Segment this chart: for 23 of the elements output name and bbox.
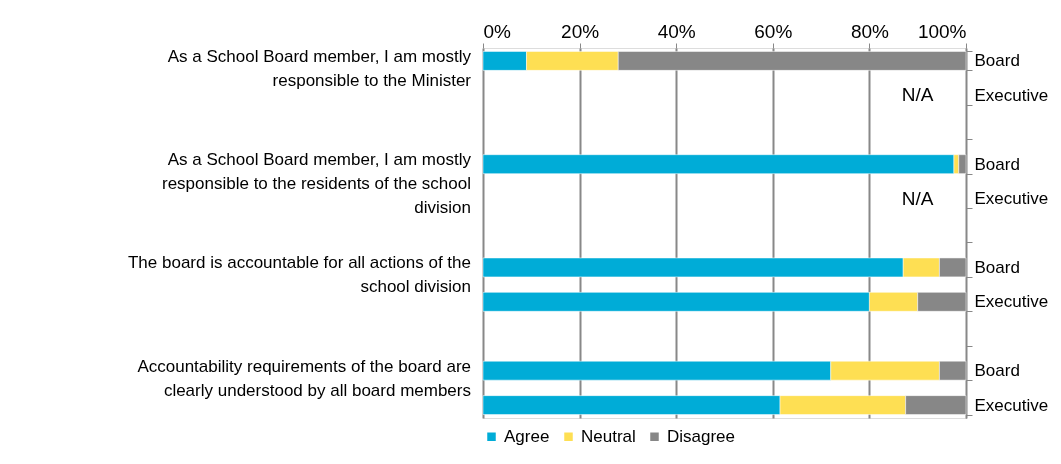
y-tick-label: Board: [974, 154, 1020, 174]
legend-label: Agree: [504, 426, 550, 446]
y-tick-label: Board: [974, 361, 1020, 381]
x-tick-label: 80%: [850, 20, 890, 42]
x-tick-label: 0%: [483, 20, 512, 42]
legend-label: Disagree: [667, 426, 736, 446]
text: As a School Board member, I am mostly responsible to the residents of the school division: [161, 150, 472, 218]
x-tick-label: 40%: [657, 20, 696, 42]
x-tick-label: 20%: [561, 20, 600, 42]
y-tick-label: Executive: [974, 395, 1049, 415]
y-tick-label: Executive: [974, 189, 1049, 209]
x-tick-label: 60%: [754, 20, 793, 42]
legend-label: Neutral: [581, 426, 636, 446]
text: N/A: [901, 187, 934, 209]
text: Accountability requirements of the board are clearly understood by all board members: [137, 356, 471, 400]
y-tick-label: Board: [974, 51, 1020, 71]
y-tick-label: Board: [974, 257, 1020, 277]
text: As a School Board member, I am mostly responsible to the Minister: [167, 46, 472, 90]
text: N/A: [901, 84, 934, 106]
text: The board is accountable for all actions of the school division: [127, 253, 471, 297]
y-tick-label: Executive: [974, 85, 1049, 105]
x-tick-label: 100%: [917, 20, 967, 42]
y-tick-label: Executive: [974, 292, 1049, 312]
